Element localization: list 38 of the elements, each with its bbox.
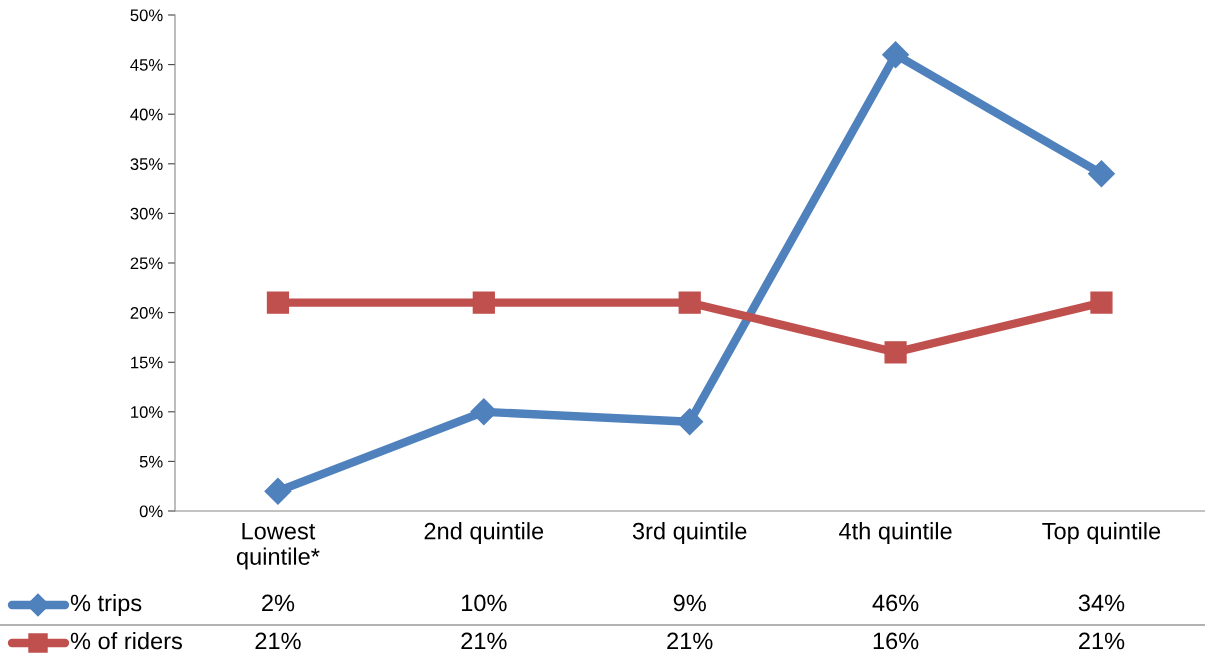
y-tick-label: 45% bbox=[130, 59, 163, 71]
data-label: 46% bbox=[872, 594, 919, 612]
y-tick-label: 15% bbox=[131, 356, 163, 369]
y-tick-label: 40% bbox=[130, 108, 163, 121]
point bbox=[882, 41, 910, 69]
y-tick-label: 10% bbox=[131, 406, 163, 418]
point bbox=[266, 291, 290, 314]
y-tick-label: 50% bbox=[130, 9, 163, 22]
data-label: 9% bbox=[673, 594, 706, 612]
x-tick-label: 4th quintile bbox=[839, 522, 952, 545]
y-tick-label: 25% bbox=[130, 257, 163, 270]
point bbox=[678, 291, 701, 314]
y-tick-label: 30% bbox=[130, 207, 163, 220]
data-label: 21% bbox=[1079, 632, 1125, 650]
legend-label: % trips bbox=[70, 593, 142, 616]
y-tick-label: 35% bbox=[130, 158, 163, 170]
data-label: 10% bbox=[461, 594, 507, 612]
data-label: 21% bbox=[667, 632, 713, 650]
point bbox=[884, 341, 907, 364]
point bbox=[470, 398, 498, 426]
legend-label: % of riders bbox=[70, 631, 182, 650]
data-label: 21% bbox=[461, 632, 507, 650]
data-label: 16% bbox=[873, 632, 919, 650]
y-tick-label: 0% bbox=[139, 505, 163, 518]
x-tick-label: Lowest quintile* bbox=[236, 522, 320, 570]
point bbox=[1087, 160, 1115, 188]
point bbox=[676, 408, 704, 436]
x-tick-label: 2nd quintile bbox=[424, 522, 544, 545]
data-label: 2% bbox=[262, 594, 295, 612]
data-label: 34% bbox=[1078, 594, 1125, 612]
x-tick-label: 3rd quintile bbox=[632, 522, 747, 545]
y-tick-label: 5% bbox=[139, 455, 163, 468]
x-tick-label: Top quintile bbox=[1042, 522, 1161, 545]
point bbox=[472, 291, 495, 314]
y-tick-label: 20% bbox=[130, 307, 163, 319]
point bbox=[264, 477, 292, 505]
point bbox=[1090, 291, 1113, 314]
data-label: 21% bbox=[255, 632, 301, 650]
